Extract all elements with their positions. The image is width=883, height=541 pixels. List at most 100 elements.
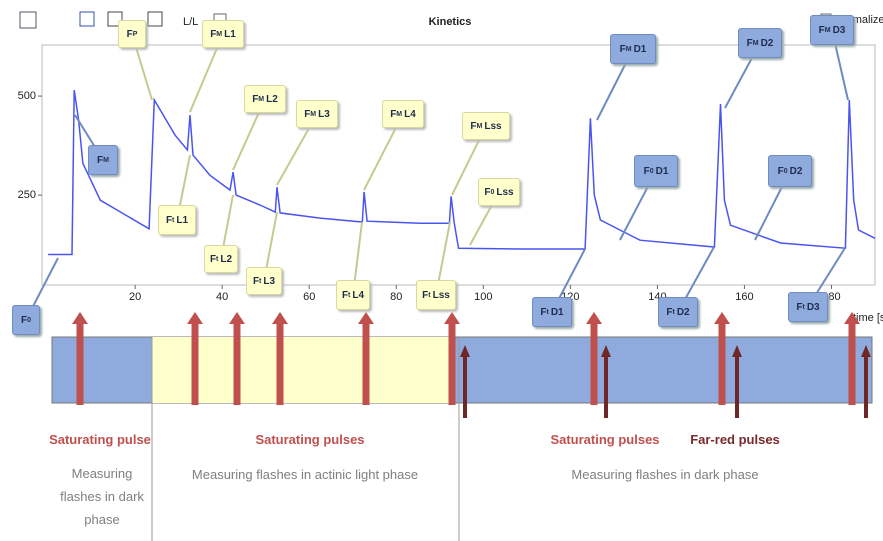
toolbar-button[interactable]: L/L bbox=[183, 16, 198, 28]
callout-sub: 0 bbox=[490, 188, 495, 196]
x-tick-label: 160 bbox=[735, 291, 753, 303]
saturating-arrow-head bbox=[229, 312, 245, 324]
callout-base: F bbox=[422, 289, 429, 301]
y-tick-label: 250 bbox=[18, 189, 36, 201]
callout-base: F bbox=[341, 289, 349, 301]
callout: F M L4 bbox=[382, 100, 424, 128]
callout-base: F bbox=[126, 28, 133, 40]
callout-sub: t bbox=[672, 308, 675, 316]
callout-sub: M bbox=[216, 30, 223, 38]
callout-sub: M bbox=[824, 26, 831, 34]
callout-sub: M bbox=[752, 39, 759, 47]
callout-base: F bbox=[796, 301, 803, 313]
callout: F M D3 bbox=[810, 15, 854, 45]
saturating-arrow-head bbox=[714, 312, 730, 324]
callout-base: F bbox=[540, 306, 547, 318]
callout-text: Lss bbox=[496, 186, 514, 198]
callout: F 0 D2 bbox=[768, 155, 812, 187]
x-tick-label: 60 bbox=[303, 291, 315, 303]
callout-base: F bbox=[470, 120, 477, 132]
callout-sub: t bbox=[546, 308, 549, 316]
callout-text: L2 bbox=[266, 93, 278, 105]
tool-icon[interactable] bbox=[79, 11, 95, 27]
callout-sub: M bbox=[476, 122, 483, 130]
tool-icon[interactable] bbox=[107, 11, 123, 27]
callout: F M L2 bbox=[244, 85, 286, 113]
callout-base: F bbox=[666, 306, 673, 318]
callout: F M D1 bbox=[610, 34, 656, 64]
callout-text: L4 bbox=[352, 289, 365, 301]
callout-base: F bbox=[746, 37, 753, 49]
far-red-arrow-head bbox=[460, 345, 470, 357]
callout-base: F bbox=[777, 165, 784, 177]
saturating-arrow-head bbox=[444, 312, 460, 324]
callout-text: D3 bbox=[832, 24, 846, 36]
y-tick-label: 500 bbox=[18, 90, 36, 102]
callout-text: D3 bbox=[806, 301, 820, 313]
callout-base: F bbox=[20, 314, 28, 326]
callout: F 0 D1 bbox=[634, 155, 678, 187]
trace bbox=[48, 89, 876, 256]
far-red-arrow-head bbox=[601, 345, 611, 357]
saturating-arrow-head bbox=[358, 312, 374, 324]
callout-text: L1 bbox=[176, 214, 189, 226]
callout-sub: M bbox=[103, 156, 109, 164]
callout-sub: t bbox=[802, 303, 805, 311]
phase-label: Measuring flashes in actinic light phase bbox=[191, 467, 419, 482]
callout-sub: 0 bbox=[649, 167, 654, 175]
callout-text: D1 bbox=[633, 43, 647, 55]
callout-text: D2 bbox=[676, 306, 690, 318]
far-red-arrow-head bbox=[861, 345, 871, 357]
callout-sub: M bbox=[310, 110, 317, 118]
callout-base: F bbox=[390, 108, 397, 120]
pulse-label: Far-red pulses bbox=[690, 432, 780, 447]
callout-text: L4 bbox=[404, 108, 416, 120]
callout-base: F bbox=[304, 108, 311, 120]
callout-text: L2 bbox=[220, 253, 233, 265]
callout-sub: t bbox=[428, 291, 431, 299]
callout-sub: t bbox=[172, 216, 175, 224]
saturating-arrow-head bbox=[586, 312, 602, 324]
callout: F 0 Lss bbox=[478, 178, 520, 206]
phase-strip bbox=[51, 312, 873, 541]
callout-sub: t bbox=[259, 277, 262, 285]
callout-sub: M bbox=[396, 110, 403, 118]
tool-icon[interactable] bbox=[19, 11, 37, 29]
chart-title: Kinetics bbox=[429, 16, 472, 28]
phase-label: Measuring flashes in dark phase bbox=[60, 466, 144, 527]
pulse-label: Saturating pulse bbox=[49, 432, 151, 447]
callout-base: F bbox=[484, 186, 491, 198]
callout: F M L1 bbox=[202, 20, 244, 48]
pulse-label: Saturating pulses bbox=[550, 432, 660, 447]
callout-text: Lss bbox=[432, 289, 450, 301]
callout-base: F bbox=[209, 253, 217, 265]
callout-base: F bbox=[210, 28, 217, 40]
callout-base: F bbox=[252, 93, 259, 105]
callout-base: F bbox=[97, 154, 104, 166]
phase-label: Measuring flashes in dark phase bbox=[571, 467, 759, 482]
tool-icon[interactable] bbox=[147, 11, 163, 27]
callout-text: L3 bbox=[318, 108, 330, 120]
saturating-arrow-head bbox=[72, 312, 88, 324]
x-tick-label: 80 bbox=[390, 291, 402, 303]
callout: F M L3 bbox=[296, 100, 338, 128]
callout-sub: 0 bbox=[27, 316, 31, 324]
callout-text: L3 bbox=[263, 275, 276, 287]
callout: F M D2 bbox=[738, 28, 782, 58]
callout-text: L1 bbox=[224, 28, 236, 40]
callout-text: D1 bbox=[550, 306, 564, 318]
x-tick-label: 20 bbox=[129, 291, 141, 303]
callout-sub: M bbox=[258, 95, 265, 103]
callout-text: D2 bbox=[760, 37, 774, 49]
x-axis-label: time [s bbox=[853, 312, 883, 324]
saturating-arrow-head bbox=[187, 312, 203, 324]
